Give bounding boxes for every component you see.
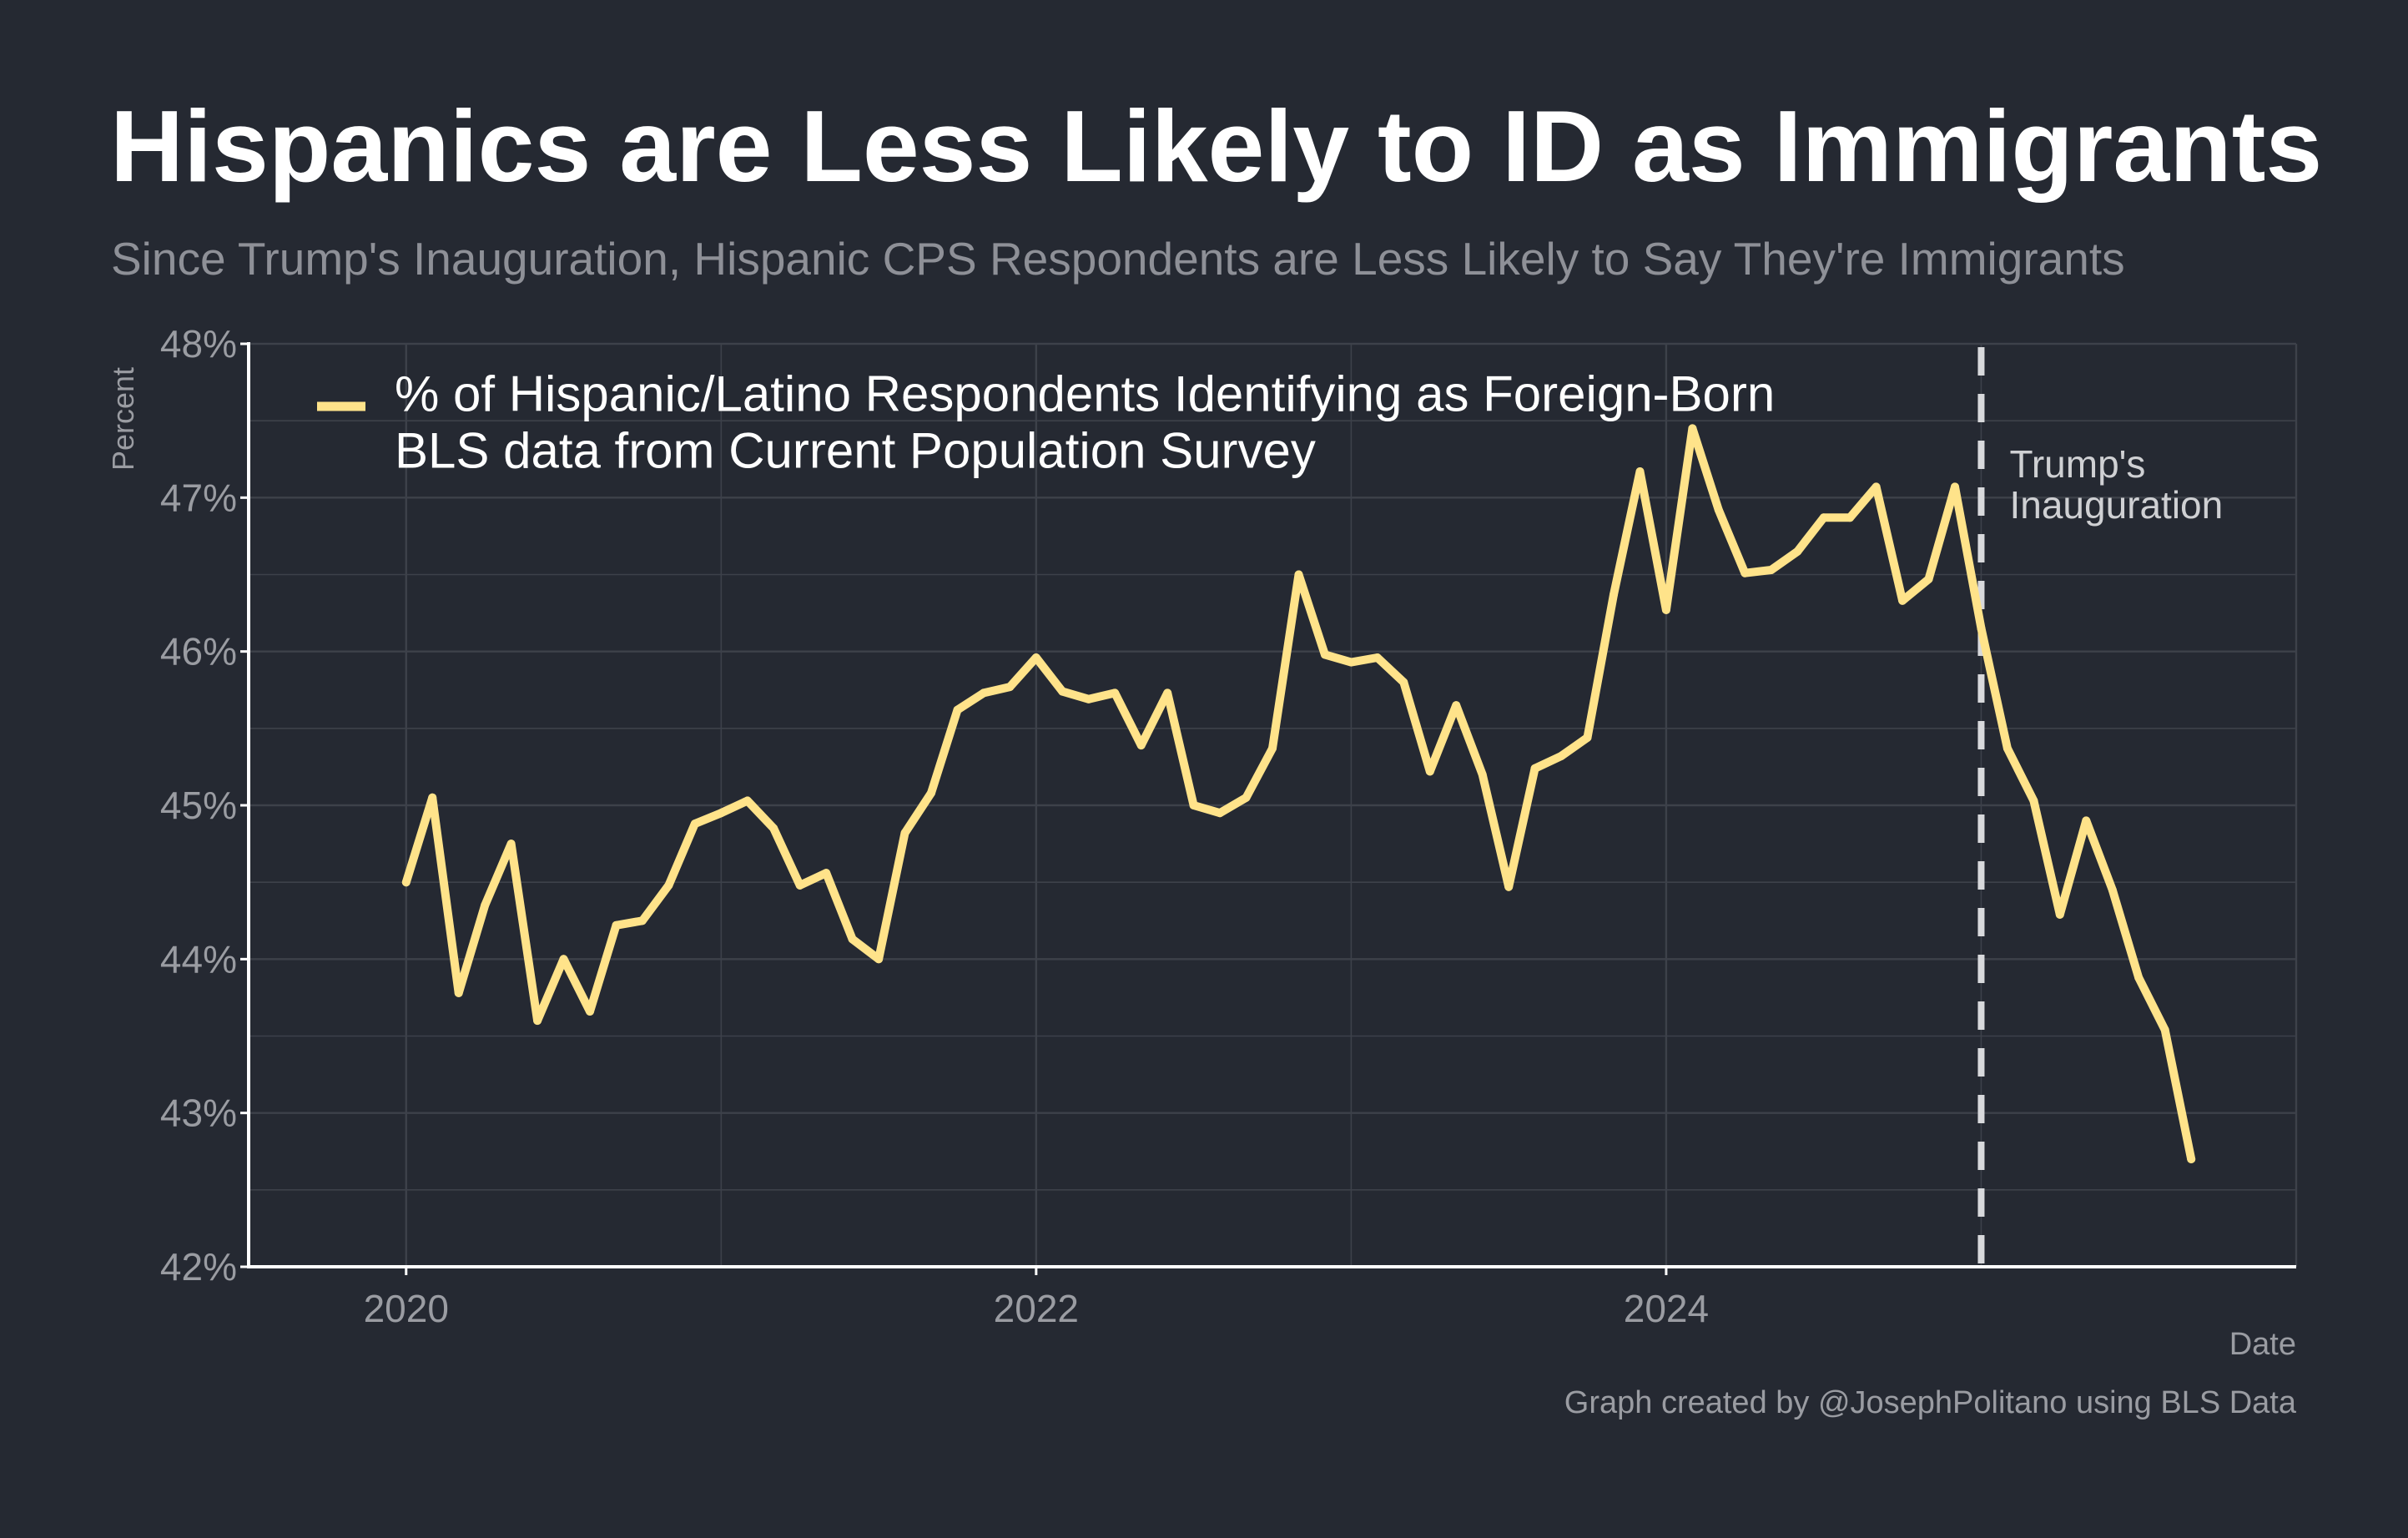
y-tick-label: 46%: [160, 630, 237, 673]
data-point: [795, 880, 804, 890]
data-point: [2055, 910, 2064, 919]
data-point: [1320, 650, 1329, 659]
data-point: [874, 955, 884, 964]
data-point: [2002, 744, 2012, 753]
data-point: [1452, 701, 1461, 710]
data-point: [2029, 796, 2038, 805]
data-point: [1951, 482, 1959, 492]
data-point: [586, 1007, 594, 1016]
data-point: [1846, 513, 1855, 522]
data-point: [822, 869, 831, 878]
data-point: [1924, 575, 1933, 583]
annotation-label: Trump's: [2009, 442, 2145, 486]
data-point: [979, 688, 988, 698]
legend-label: % of Hispanic/Latino Respondents Identif…: [395, 366, 1775, 422]
data-point: [2108, 885, 2117, 895]
y-tick-label: 44%: [160, 937, 237, 981]
chart-text: 42% 43% 44% 45% 46% 47% 48% 2020 2022 2024 Percent…: [106, 322, 2296, 1362]
data-point: [2160, 1026, 2169, 1035]
data-point: [1661, 605, 1670, 614]
data-point: [1399, 678, 1408, 687]
data-point: [637, 916, 647, 925]
data-point: [2134, 973, 2144, 982]
data-point: [1268, 744, 1277, 753]
data-point: [1871, 482, 1881, 492]
data-point: [1635, 467, 1645, 476]
x-tick-label: 2024: [1624, 1287, 1709, 1330]
x-tick-label: 2022: [994, 1287, 1079, 1330]
data-point: [1610, 590, 1618, 599]
chart-title: Hispanics are Less Likely to ID as Immig…: [110, 89, 2323, 203]
data-point: [1977, 624, 1986, 633]
axes: [240, 342, 2296, 1275]
data-point: [428, 793, 437, 802]
data-point: [717, 809, 726, 818]
data-point: [769, 824, 778, 833]
y-tick-label: 48%: [160, 322, 237, 366]
data-point: [1242, 793, 1251, 802]
y-tick-label: 43%: [160, 1092, 237, 1135]
data-point: [2187, 1155, 2196, 1163]
data-point: [848, 935, 857, 944]
data-point: [1898, 596, 1907, 605]
x-axis-title: Date: [2229, 1327, 2296, 1362]
data-point: [1111, 688, 1120, 698]
data-point: [401, 878, 411, 887]
data-point: [1530, 764, 1539, 773]
data-point: [612, 920, 621, 930]
data-point: [664, 880, 673, 890]
data-point: [927, 789, 935, 798]
data-point: [1136, 741, 1146, 750]
y-tick-label: 45%: [160, 784, 237, 827]
data-point: [481, 900, 490, 910]
data-point: [506, 840, 516, 849]
chart-subtitle: Since Trump's Inauguration, Hispanic CPS…: [111, 233, 2125, 285]
data-point: [533, 1016, 542, 1026]
data-point: [1189, 801, 1198, 809]
data-point: [1819, 513, 1828, 522]
data-point: [1084, 694, 1093, 703]
data-point: [559, 955, 568, 964]
data-point: [1583, 733, 1592, 742]
data-point: [1478, 770, 1487, 779]
data-point: [1373, 653, 1382, 662]
y-tick-label: 42%: [160, 1245, 237, 1288]
series-layer: [401, 424, 2196, 1163]
series-line: [401, 424, 2196, 1163]
data-point: [1425, 767, 1434, 776]
data-point: [1688, 424, 1697, 433]
data-point: [1216, 809, 1225, 818]
legend-label: BLS data from Current Population Survey: [395, 423, 1316, 479]
data-point: [1766, 566, 1776, 574]
annotation-label: Inauguration: [2009, 483, 2223, 527]
data-point: [690, 819, 699, 829]
grid-lines: [249, 342, 2298, 1268]
data-point: [1714, 506, 1723, 515]
y-tick-label: 47%: [160, 476, 237, 519]
data-point: [1557, 752, 1566, 760]
data-point: [743, 796, 752, 805]
data-point: [953, 705, 962, 714]
data-point: [1793, 547, 1802, 556]
data-point: [1504, 882, 1514, 891]
data-point: [1347, 658, 1356, 667]
y-axis-title: Percent: [106, 367, 140, 471]
data-point: [1294, 570, 1303, 579]
data-point: [1163, 688, 1172, 698]
data-point: [2082, 816, 2091, 825]
data-point: [900, 829, 909, 838]
data-point: [1058, 687, 1067, 696]
data-point: [1031, 653, 1040, 662]
source-caption: Graph created by @JosephPolitano using B…: [1564, 1385, 2296, 1420]
data-point: [1005, 683, 1015, 692]
data-point: [1741, 568, 1750, 577]
x-tick-label: 2020: [364, 1287, 449, 1330]
data-point: [454, 988, 463, 997]
